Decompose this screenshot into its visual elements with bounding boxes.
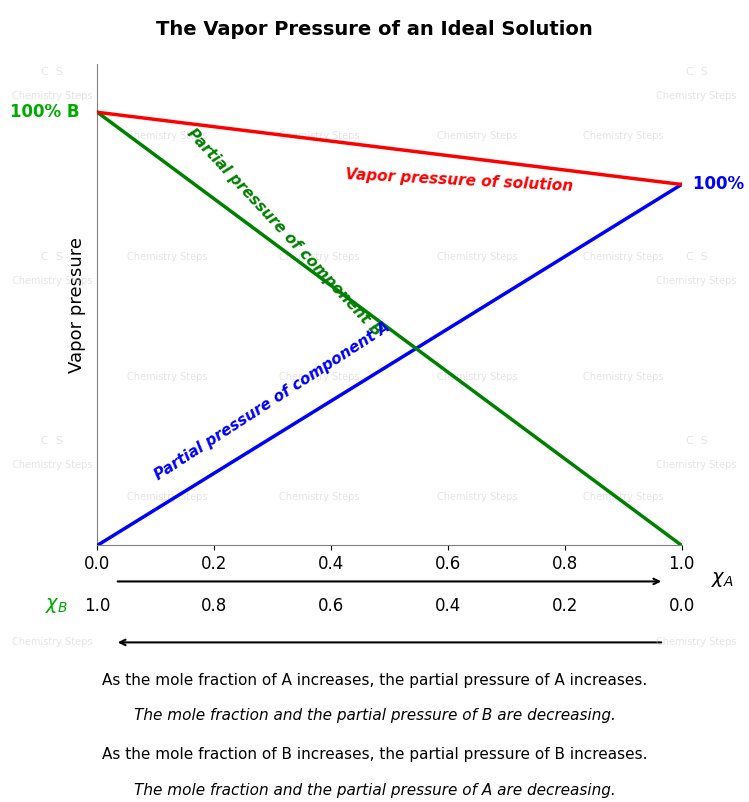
Text: C  S: C S xyxy=(41,67,64,77)
Text: Chemistry Steps: Chemistry Steps xyxy=(12,91,93,101)
Text: Chemistry Steps: Chemistry Steps xyxy=(583,252,664,261)
Text: 0.4: 0.4 xyxy=(434,597,461,615)
Text: 100% A: 100% A xyxy=(694,176,749,193)
Text: Chemistry Steps: Chemistry Steps xyxy=(12,460,93,470)
Text: C  S: C S xyxy=(685,67,708,77)
Text: Chemistry Steps: Chemistry Steps xyxy=(437,132,518,141)
Text: The mole fraction and the partial pressure of B are decreasing.: The mole fraction and the partial pressu… xyxy=(133,708,616,723)
Text: C  S: C S xyxy=(41,436,64,446)
Text: As the mole fraction of B increases, the partial pressure of B increases.: As the mole fraction of B increases, the… xyxy=(102,747,647,762)
Text: Chemistry Steps: Chemistry Steps xyxy=(279,492,360,502)
Y-axis label: Vapor pressure: Vapor pressure xyxy=(68,237,86,373)
Text: Chemistry Steps: Chemistry Steps xyxy=(656,276,737,286)
Text: 0.0: 0.0 xyxy=(668,597,695,615)
Text: As the mole fraction of A increases, the partial pressure of A increases.: As the mole fraction of A increases, the… xyxy=(102,673,647,688)
Text: Chemistry Steps: Chemistry Steps xyxy=(279,372,360,382)
Text: C  S: C S xyxy=(685,252,708,261)
Text: $\chi_{\mathregular{A}}$: $\chi_{\mathregular{A}}$ xyxy=(711,569,733,589)
Text: Chemistry Steps: Chemistry Steps xyxy=(583,492,664,502)
Text: Chemistry Steps: Chemistry Steps xyxy=(127,492,207,502)
Text: The Vapor Pressure of an Ideal Solution: The Vapor Pressure of an Ideal Solution xyxy=(156,20,593,39)
Text: Chemistry Steps: Chemistry Steps xyxy=(127,252,207,261)
Text: $\chi_{\mathregular{B}}$: $\chi_{\mathregular{B}}$ xyxy=(45,597,68,615)
Text: Chemistry Steps: Chemistry Steps xyxy=(656,460,737,470)
Text: Chemistry Steps: Chemistry Steps xyxy=(583,372,664,382)
Text: Chemistry Steps: Chemistry Steps xyxy=(437,372,518,382)
Text: Chemistry Steps: Chemistry Steps xyxy=(437,492,518,502)
Text: Chemistry Steps: Chemistry Steps xyxy=(127,372,207,382)
Text: C  S: C S xyxy=(685,436,708,446)
Text: The mole fraction and the partial pressure of A are decreasing.: The mole fraction and the partial pressu… xyxy=(133,783,616,798)
Text: 0.2: 0.2 xyxy=(551,597,578,615)
Text: Partial pressure of component A: Partial pressure of component A xyxy=(152,319,393,483)
Text: Chemistry Steps: Chemistry Steps xyxy=(437,252,518,261)
Text: Chemistry Steps: Chemistry Steps xyxy=(12,637,93,646)
Text: 0.8: 0.8 xyxy=(201,597,228,615)
Text: Chemistry Steps: Chemistry Steps xyxy=(656,637,737,646)
Text: Partial pressure of component B: Partial pressure of component B xyxy=(184,126,384,339)
Text: Vapor pressure of solution: Vapor pressure of solution xyxy=(345,167,574,194)
Text: C  S: C S xyxy=(41,252,64,261)
Text: Chemistry Steps: Chemistry Steps xyxy=(583,132,664,141)
Text: Chemistry Steps: Chemistry Steps xyxy=(12,276,93,286)
Text: Chemistry Steps: Chemistry Steps xyxy=(279,132,360,141)
Text: Chemistry Steps: Chemistry Steps xyxy=(279,252,360,261)
Text: 0.6: 0.6 xyxy=(318,597,345,615)
Text: Chemistry Steps: Chemistry Steps xyxy=(127,132,207,141)
Text: Chemistry Steps: Chemistry Steps xyxy=(656,91,737,101)
Text: 1.0: 1.0 xyxy=(84,597,111,615)
Text: 100% B: 100% B xyxy=(10,103,80,121)
